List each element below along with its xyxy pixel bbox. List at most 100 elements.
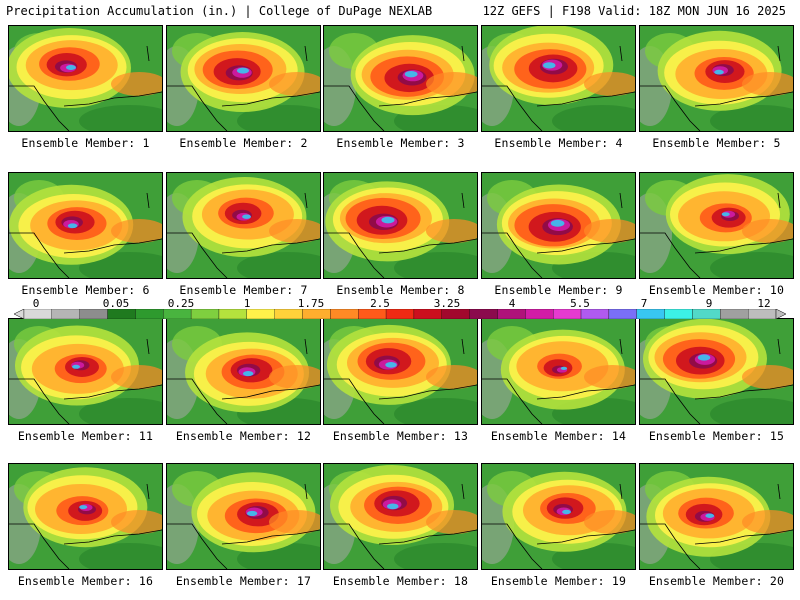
ensemble-panel: Ensemble Member: 4 [481, 25, 636, 150]
ensemble-panel: Ensemble Member: 8 [323, 172, 478, 297]
colorbar-tick-label: 0 [32, 297, 40, 310]
precip-map [166, 318, 321, 425]
colorbar-swatch [413, 309, 442, 319]
ensemble-panel: Ensemble Member: 19 [481, 463, 636, 588]
colorbar-tick-label: 2.5 [370, 297, 390, 310]
colorbar-tick-label: 12 [757, 297, 771, 310]
ensemble-panel: Ensemble Member: 12 [166, 318, 321, 443]
colorbar-tick-label: 5.5 [570, 297, 590, 310]
ensemble-member-label: Ensemble Member: 11 [17, 429, 154, 443]
colorbar-swatch [107, 309, 136, 319]
precip-map [481, 25, 636, 132]
ensemble-member-label: Ensemble Member: 16 [17, 574, 154, 588]
ensemble-member-label: Ensemble Member: 15 [648, 429, 785, 443]
precip-map-graphic [9, 464, 162, 569]
ensemble-panel: Ensemble Member: 10 [639, 172, 794, 297]
precip-map [323, 172, 478, 279]
precip-map-graphic [482, 319, 635, 424]
ensemble-panel: Ensemble Member: 13 [323, 318, 478, 443]
ensemble-panel: Ensemble Member: 7 [166, 172, 321, 297]
precip-map-graphic [324, 464, 477, 569]
ensemble-panel: Ensemble Member: 9 [481, 172, 636, 297]
colorbar-swatch [553, 309, 582, 319]
colorbar-swatch [135, 309, 164, 319]
precip-map-graphic [640, 26, 793, 131]
colorbar-swatch [469, 309, 498, 319]
model-valid-time: 12Z GEFS | F198 Valid: 18Z MON JUN 16 20… [482, 4, 786, 18]
ensemble-member-label: Ensemble Member: 2 [179, 136, 308, 150]
precip-map-graphic [167, 26, 320, 131]
precip-map [639, 172, 794, 279]
precip-map-graphic [640, 464, 793, 569]
colorbar-swatch [636, 309, 665, 319]
ensemble-panel: Ensemble Member: 1 [8, 25, 163, 150]
colorbar-swatch [163, 309, 192, 319]
colorbar-tick-label: 0.05 [102, 297, 130, 310]
colorbar-swatch [664, 309, 693, 319]
ensemble-member-label: Ensemble Member: 9 [494, 283, 623, 297]
ensemble-member-label: Ensemble Member: 8 [336, 283, 465, 297]
precip-colorbar: 0 0.05 0.25 1 1.75 2.5 3.25 4 5.5 7 9 12 [14, 297, 786, 319]
colorbar-swatch [692, 309, 721, 319]
precip-map-graphic [640, 173, 793, 278]
header: Precipitation Accumulation (in.) | Colle… [0, 0, 800, 22]
precip-map [8, 463, 163, 570]
colorbar-swatch [302, 309, 331, 319]
colorbar-tick-label: 3.25 [433, 297, 461, 310]
colorbar-swatch [190, 309, 220, 319]
colorbar-swatch [330, 309, 359, 319]
ensemble-panel: Ensemble Member: 18 [323, 463, 478, 588]
ensemble-panel: Ensemble Member: 5 [639, 25, 794, 150]
ensemble-panel: Ensemble Member: 2 [166, 25, 321, 150]
ensemble-member-label: Ensemble Member: 19 [490, 574, 627, 588]
precip-map [323, 318, 478, 425]
colorbar-swatch [246, 309, 275, 319]
ensemble-panel: Ensemble Member: 17 [166, 463, 321, 588]
precip-map [323, 463, 478, 570]
precip-map [481, 172, 636, 279]
colorbar-swatch [525, 309, 554, 319]
precip-map-graphic [9, 319, 162, 424]
colorbar-swatch [441, 309, 470, 319]
colorbar-swatch [497, 309, 526, 319]
precip-map [8, 318, 163, 425]
colorbar-swatch [51, 309, 80, 319]
colorbar-swatch [79, 309, 108, 319]
ensemble-panel: Ensemble Member: 15 [639, 318, 794, 443]
precip-map-graphic [9, 26, 162, 131]
precip-map [166, 463, 321, 570]
precip-map [481, 318, 636, 425]
product-title: Precipitation Accumulation (in.) | Colle… [6, 4, 433, 18]
precip-map-graphic [167, 464, 320, 569]
ensemble-panel: Ensemble Member: 14 [481, 318, 636, 443]
colorbar-swatch [720, 309, 749, 319]
colorbar-swatch [23, 309, 53, 319]
precip-map-graphic [324, 173, 477, 278]
precip-map-graphic [9, 173, 162, 278]
colorbar-swatch [580, 309, 610, 319]
ensemble-member-label: Ensemble Member: 17 [175, 574, 312, 588]
colorbar-tick-label: 9 [705, 297, 713, 310]
ensemble-panel: Ensemble Member: 20 [639, 463, 794, 588]
precip-map-graphic [324, 26, 477, 131]
ensemble-panel: Ensemble Member: 16 [8, 463, 163, 588]
colorbar-swatch [358, 309, 387, 319]
colorbar-swatch [274, 309, 303, 319]
precip-map-graphic [167, 173, 320, 278]
precip-map-graphic [167, 319, 320, 424]
precip-map [323, 25, 478, 132]
ensemble-member-label: Ensemble Member: 18 [332, 574, 469, 588]
ensemble-member-label: Ensemble Member: 3 [336, 136, 465, 150]
precip-map [166, 25, 321, 132]
precip-map [8, 172, 163, 279]
ensemble-member-label: Ensemble Member: 7 [179, 283, 308, 297]
ensemble-member-label: Ensemble Member: 10 [648, 283, 785, 297]
colorbar-swatches [14, 309, 786, 319]
ensemble-panel: Ensemble Member: 3 [323, 25, 478, 150]
ensemble-member-label: Ensemble Member: 14 [490, 429, 627, 443]
ensemble-member-label: Ensemble Member: 20 [648, 574, 785, 588]
ensemble-member-label: Ensemble Member: 12 [175, 429, 312, 443]
ensemble-member-label: Ensemble Member: 4 [494, 136, 623, 150]
colorbar-swatch [385, 309, 415, 319]
colorbar-tick-label: 4 [508, 297, 516, 310]
